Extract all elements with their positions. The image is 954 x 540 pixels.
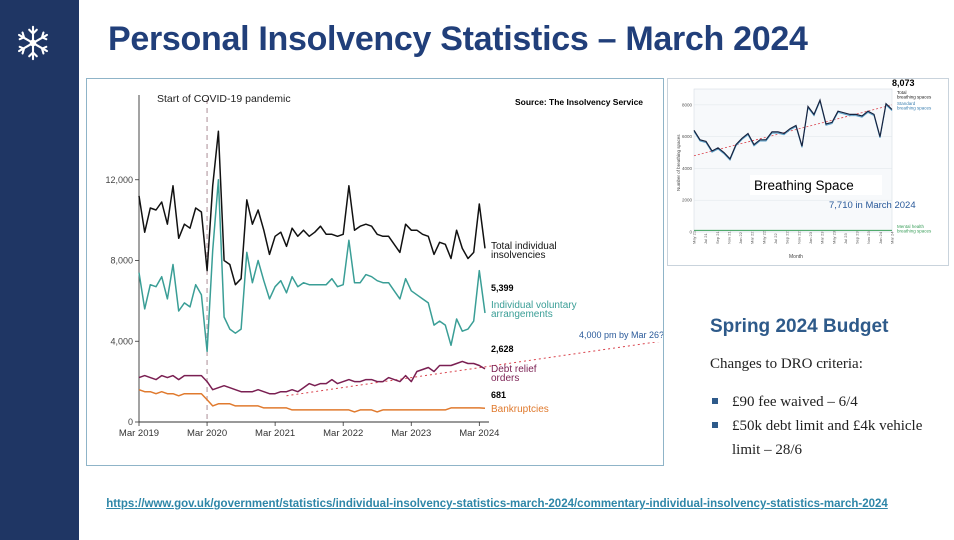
inset-x-tick-label: Jul 21: [703, 233, 708, 244]
snowflake-logo-icon: [17, 25, 49, 61]
legend-standard-breathing-spaces: Standard breathing spaces: [897, 101, 932, 111]
iva-line: [138, 179, 486, 353]
chart-source: Source: The Insolvency Service: [515, 97, 643, 107]
legend-total-breathing-spaces: Total breathing spaces: [897, 90, 932, 100]
inset-x-tick-label: Mar 23: [820, 231, 825, 244]
inset-x-tick-label: Jan 23: [808, 231, 813, 244]
inset-y-tick-label: 8000: [682, 102, 693, 107]
legend-mental-health-breathing-spaces: Mental health breathing spaces: [897, 224, 932, 234]
x-tick-label: Mar 2024: [459, 428, 499, 439]
y-tick-label: 0: [128, 417, 133, 427]
inset-x-tick-label: Jul 23: [843, 233, 848, 244]
inset-x-tick-label: Nov 23: [866, 231, 871, 244]
y-tick-label: 12,000: [105, 175, 133, 185]
y-tick-label: 8,000: [110, 256, 133, 266]
projection-label: 4,000 pm by Mar 26?: [579, 330, 663, 340]
bankruptcies-end-label: 681: [491, 390, 506, 400]
dro-line: [138, 360, 486, 395]
slide-title: Personal Insolvency Statistics – March 2…: [108, 20, 808, 58]
source-link[interactable]: https://www.gov.uk/government/statistics…: [106, 498, 888, 510]
breathing-space-subtitle: 7,710 in March 2024: [829, 200, 916, 211]
inset-y-tick-label: 6000: [682, 134, 693, 139]
dro-end-label: 2,628: [491, 344, 514, 354]
inset-x-tick-label: Sep 22: [785, 231, 790, 244]
bankruptcies-label: Bankruptcies: [491, 404, 549, 415]
inset-x-tick-label: May 21: [692, 230, 697, 244]
inset-x-tick-label: Sep 23: [855, 231, 860, 244]
budget-item: £90 fee waived – 6/4: [710, 390, 950, 414]
sidebar: [0, 0, 79, 540]
inset-x-tick-label: May 22: [761, 230, 766, 244]
inset-x-tick-label: May 23: [831, 230, 836, 244]
total-insolvencies-label: Total individual insolvencies: [491, 241, 557, 261]
inset-plot-area: [693, 88, 893, 233]
budget-item: £50k debt limit and £4k vehicle limit – …: [710, 414, 950, 462]
breathing-space-xlabel: Month: [789, 254, 803, 260]
inset-x-tick-label: Sep 21: [715, 231, 720, 244]
inset-y-tick-label: 0: [689, 230, 692, 235]
x-tick-label: Mar 2022: [323, 428, 363, 439]
x-tick-label: Mar 2019: [119, 428, 159, 439]
iva-end-label: 5,399: [491, 283, 514, 293]
inset-x-tick-label: Nov 22: [796, 231, 801, 244]
covid-annotation: Start of COVID-19 pandemic: [157, 93, 291, 105]
x-tick-label: Mar 2020: [187, 428, 227, 439]
iva-label: Individual voluntary arrangements: [491, 300, 577, 320]
x-tick-label: Mar 2021: [255, 428, 295, 439]
breathing-space-chart: 0 2000 4000 6000 8000 May 21 Jul 21 Sep 21 Nov 2…: [667, 78, 949, 266]
inset-x-tick-label: Jan 22: [738, 231, 743, 244]
inset-y-tick-label: 2000: [682, 198, 693, 203]
x-tick-label: Mar 2023: [391, 428, 431, 439]
inset-x-tick-label: Jul 22: [773, 233, 778, 244]
inset-x-tick-label: Mar 22: [750, 231, 755, 244]
dro-label: Debt relief orders: [491, 364, 537, 384]
y-tick-label: 4,000: [110, 336, 133, 346]
inset-y-tick-label: 4000: [682, 166, 693, 171]
total-insolvencies-line: [138, 130, 486, 286]
standard-breathing-space-line: [693, 99, 893, 161]
insolvency-chart-svg: 0 4,000 8,000 12,000 Mar 2019 Mar 2020 Mar 202…: [105, 93, 663, 439]
dro-trend-line: [286, 340, 662, 397]
total-breathing-space-line: [693, 98, 893, 160]
projection-label-box: [575, 326, 663, 342]
inset-x-tick-label: Jan 24: [878, 231, 883, 244]
breathing-space-ylabel: Number of breathing spaces: [676, 134, 681, 191]
breathing-space-title-box: [750, 175, 882, 195]
breathing-space-title: Breathing Space: [754, 178, 854, 193]
inset-x-tick-label: Mar 24: [890, 231, 895, 244]
breathing-space-chart-svg: 0 2000 4000 6000 8000 May 21 Jul 21 Sep 21 Nov 2…: [676, 79, 932, 260]
insolvency-chart: 0 4,000 8,000 12,000 Mar 2019 Mar 2020 Mar 202…: [86, 78, 664, 466]
bankruptcies-line: [138, 388, 486, 413]
budget-title: Spring 2024 Budget: [710, 316, 889, 337]
budget-subtitle: Changes to DRO criteria:: [710, 356, 863, 372]
budget-list: £90 fee waived – 6/4 £50k debt limit and…: [710, 390, 950, 462]
breathing-space-peak-label: 8,073: [892, 79, 915, 88]
inset-x-tick-label: Nov 21: [726, 231, 731, 244]
